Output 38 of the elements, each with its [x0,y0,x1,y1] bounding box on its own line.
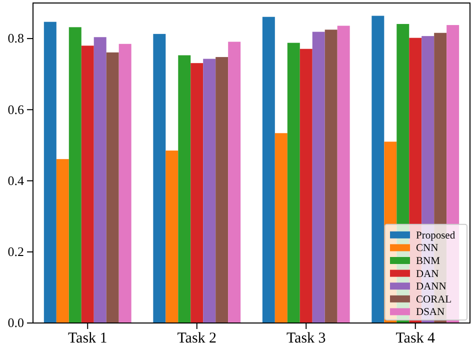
bar [262,16,275,323]
bar [56,159,69,323]
legend-label: DSAN [416,307,446,318]
bar [118,44,132,323]
x-tick-label: Task 1 [68,330,108,343]
bar [153,34,166,323]
bar [324,30,338,323]
bar [337,26,350,323]
bar [203,58,216,323]
bar [312,32,325,323]
y-tick-label: 0.4 [8,172,24,188]
legend-label: BNM [416,256,441,267]
y-tick-label: 0.2 [8,244,24,260]
bar [81,46,94,323]
x-tick-label: Task 4 [396,330,436,343]
legend-label: CNN [416,243,439,254]
bar [372,16,384,323]
bar [166,150,178,323]
bar [178,55,191,323]
bar [300,48,312,323]
bar [287,42,300,323]
y-tick-label: 0.6 [8,102,24,117]
y-tick-label: 0.8 [8,30,24,46]
bar [68,27,82,323]
legend-label: DANN [416,282,447,293]
legend-label: Proposed [416,230,456,242]
bar [190,63,204,323]
bar [216,57,228,323]
bar [228,42,241,323]
bar [274,133,288,323]
legend-label: CORAL [416,294,452,306]
bar [44,22,56,323]
y-tick-label: 0.0 [8,315,24,330]
bar [106,52,119,323]
x-tick-label: Task 2 [177,330,217,343]
bar [94,37,106,323]
legend-label: DAN [416,268,440,280]
x-tick-label: Task 3 [286,330,326,343]
